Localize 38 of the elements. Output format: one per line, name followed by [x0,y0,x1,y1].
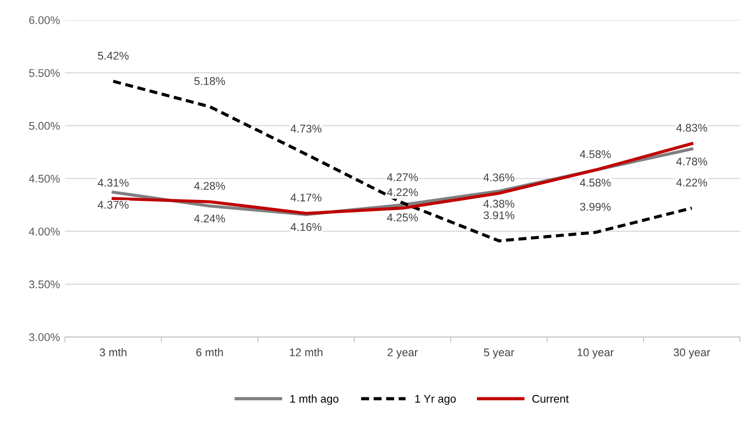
x-tick-label: 12 mth [290,348,322,356]
data-label: 4.78% [676,158,708,166]
x-tick-label: 6 mth [196,348,223,356]
y-tick-label: 4.50% [28,174,60,183]
y-tick-label: 3.00% [29,333,60,342]
y-tick-label: 4.00% [28,228,60,236]
data-label: 4.27% [387,173,418,182]
data-label: 4.31% [98,178,129,187]
data-label: 4.25% [387,214,418,222]
x-tick-label: 5 year [484,348,514,358]
data-label: 4.37% [98,200,129,209]
y-tick-label: 3.50% [29,280,60,288]
data-label: 4.28% [194,182,225,190]
data-label: 4.83% [676,124,708,132]
data-label: 3.91% [484,211,514,220]
data-label: 4.36% [483,174,514,182]
data-label: 4.16% [290,223,322,231]
legend-label: 1 mth ago [290,394,338,405]
x-tick-label: 2 year [388,348,418,358]
data-label: 4.58% [580,178,611,187]
data-label: 3.99% [580,202,611,211]
y-tick-label: 6.00% [29,16,60,24]
x-tick-label: 30 year [674,348,710,358]
data-label: 5.42% [98,52,129,60]
data-label: 4.38% [483,200,514,208]
x-tick-label: 10 year [578,348,614,358]
y-tick-label: 5.00% [29,122,60,130]
x-tick-label: 3 mth [100,348,126,356]
legend-label: Current [532,394,569,403]
data-label: 4.22% [676,178,708,186]
y-tick-label: 5.50% [29,69,60,77]
data-label: 5.18% [194,77,225,86]
data-label: 4.22% [387,188,418,196]
data-label: 4.24% [194,214,225,222]
data-label: 4.73% [290,124,322,133]
data-label: 4.58% [580,150,611,158]
legend-label: 1 Yr ago [415,394,456,405]
data-label: 4.17% [290,194,322,202]
